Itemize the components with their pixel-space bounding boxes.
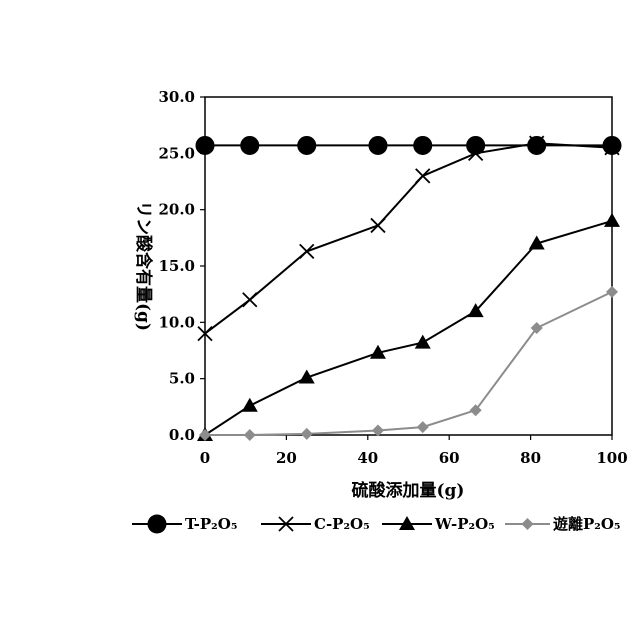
- legend-item: W-P₂O₅: [382, 515, 495, 533]
- legend-marker: [148, 515, 167, 534]
- x-tick-label: 80: [520, 449, 541, 467]
- y-tick-label: 15.0: [158, 257, 195, 275]
- legend-label: W-P₂O₅: [434, 515, 495, 533]
- legend-label: C-P₂O₅: [314, 515, 370, 533]
- legend-item: 遊離P₂O₅: [505, 515, 621, 533]
- legend-item: T-P₂O₅: [132, 515, 237, 534]
- data-point: [240, 136, 259, 155]
- y-axis-label: リン酸含有量(g): [133, 201, 154, 331]
- x-axis-ticks: 0 20 40 60 80 100: [200, 435, 628, 467]
- data-point: [604, 213, 620, 227]
- x-axis-label: 硫酸添加量(g): [352, 480, 465, 501]
- legend-label: 遊離P₂O₅: [553, 515, 621, 533]
- data-point: [297, 136, 316, 155]
- legend-marker: [522, 518, 534, 530]
- data-point: [301, 428, 313, 440]
- data-point: [415, 335, 431, 349]
- data-point: [413, 136, 432, 155]
- y-tick-label: 10.0: [158, 313, 195, 331]
- data-point: [242, 398, 258, 412]
- series-line: [205, 221, 612, 435]
- legend-label: T-P₂O₅: [185, 515, 237, 533]
- data-point: [243, 293, 257, 307]
- data-point: [368, 136, 387, 155]
- series-3: [197, 213, 620, 441]
- series-line: [205, 292, 612, 435]
- legend-item: C-P₂O₅: [261, 515, 370, 533]
- data-point: [417, 421, 429, 433]
- data-point: [371, 218, 385, 232]
- series-layer: [196, 136, 622, 441]
- x-tick-label: 20: [276, 449, 297, 467]
- plot-area: [205, 97, 612, 435]
- y-tick-label: 25.0: [158, 144, 195, 162]
- x-tick-label: 60: [439, 449, 460, 467]
- series-4: [199, 286, 618, 441]
- x-tick-label: 100: [596, 449, 627, 467]
- data-point: [300, 244, 314, 258]
- x-tick-label: 0: [200, 449, 210, 467]
- y-tick-label: 20.0: [158, 201, 195, 219]
- data-point: [416, 169, 430, 183]
- y-tick-label: 30.0: [158, 88, 195, 106]
- data-point: [196, 136, 215, 155]
- data-point: [244, 429, 256, 441]
- data-point: [606, 286, 618, 298]
- data-point: [603, 136, 622, 155]
- y-tick-label: 0.0: [169, 426, 195, 444]
- y-tick-label: 5.0: [169, 370, 195, 388]
- data-point: [527, 136, 546, 155]
- legend: T-P₂O₅ C-P₂O₅ W-P₂O₅ 遊離P₂O₅: [132, 515, 621, 534]
- x-tick-label: 40: [357, 449, 378, 467]
